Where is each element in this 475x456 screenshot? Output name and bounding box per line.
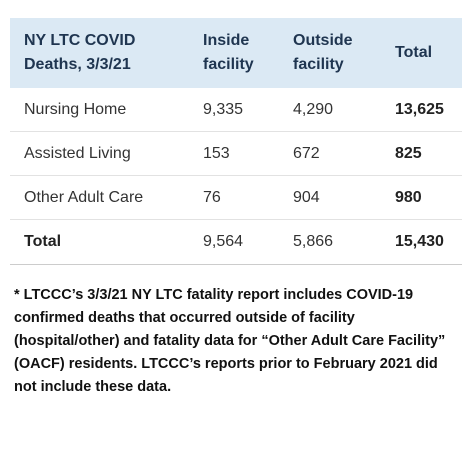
row-label: Nursing Home bbox=[10, 88, 189, 132]
cell: 9,335 bbox=[189, 88, 279, 132]
header-cell: Inside facility bbox=[189, 18, 279, 88]
footnote: * LTCCC’s 3/3/21 NY LTC fatality report … bbox=[14, 287, 446, 395]
header-cell: NY LTC COVID Deaths, 3/3/21 bbox=[10, 18, 189, 88]
row-label: Total bbox=[10, 219, 189, 265]
table-row: Assisted Living 153 672 825 bbox=[10, 131, 462, 176]
cell: 9,564 bbox=[189, 219, 279, 265]
cell: 980 bbox=[381, 175, 462, 220]
cell: 153 bbox=[189, 131, 279, 176]
deaths-table: NY LTC COVID Deaths, 3/3/21 Inside facili… bbox=[10, 18, 462, 265]
cell: 5,866 bbox=[279, 219, 381, 265]
cell: 15,430 bbox=[381, 219, 462, 265]
table-row: Total 9,564 5,866 15,430 bbox=[10, 219, 462, 265]
table-row: Nursing Home 9,335 4,290 13,625 bbox=[10, 88, 462, 132]
cell: 825 bbox=[381, 131, 462, 176]
row-label: Assisted Living bbox=[10, 131, 189, 176]
cell: 13,625 bbox=[381, 88, 462, 132]
cell: 904 bbox=[279, 175, 381, 220]
cell: 672 bbox=[279, 131, 381, 176]
header-row: NY LTC COVID Deaths, 3/3/21 Inside facili… bbox=[10, 18, 462, 88]
header-cell: Outside facility bbox=[279, 18, 381, 88]
table-body: Nursing Home 9,335 4,290 13,625 Assisted Liv… bbox=[10, 88, 462, 265]
cell: 76 bbox=[189, 175, 279, 220]
row-label: Other Adult Care bbox=[10, 175, 189, 220]
cell: 4,290 bbox=[279, 88, 381, 132]
header-cell: Total bbox=[381, 18, 462, 88]
table-row: Other Adult Care 76 904 980 bbox=[10, 175, 462, 220]
